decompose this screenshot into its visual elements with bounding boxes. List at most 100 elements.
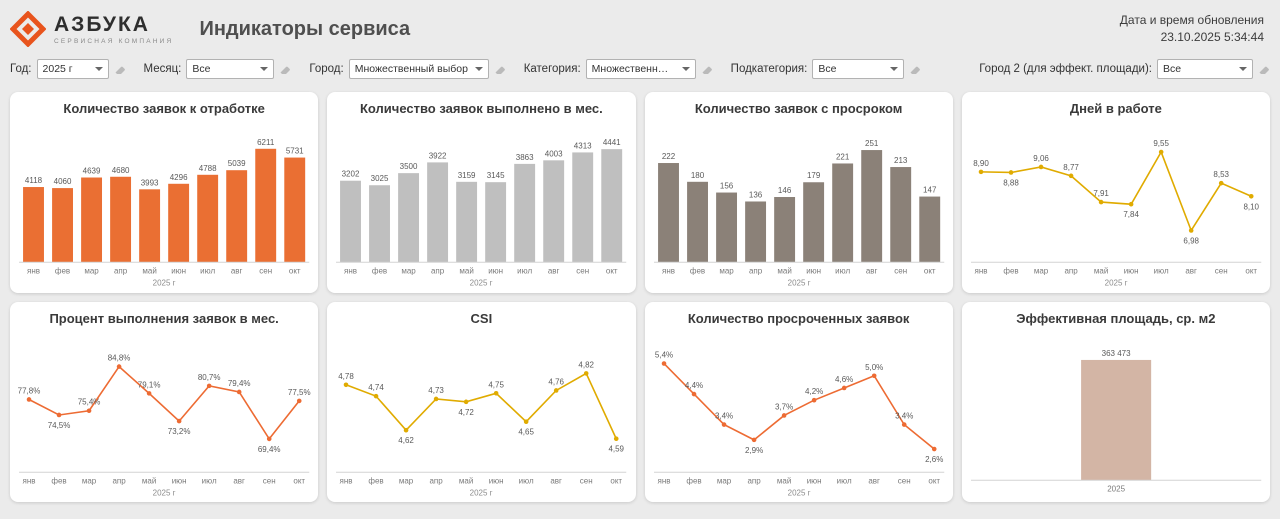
logo-icon: [10, 11, 46, 47]
line-chart[interactable]: 8,90 янв 8,88 фев 9,06 мар 8,77 апр 7,91 май 7,84 и…: [965, 118, 1267, 291]
chevron-down-icon: [1239, 67, 1247, 71]
svg-text:окт: окт: [289, 266, 301, 275]
svg-text:4,74: 4,74: [368, 383, 384, 392]
svg-text:май: май: [142, 266, 156, 275]
svg-text:янв: янв: [340, 476, 353, 485]
filter-year-value: 2025 г: [42, 63, 73, 75]
clear-filter-icon[interactable]: [279, 63, 291, 75]
svg-text:июн: июн: [171, 266, 186, 275]
filter-subcategory-label: Подкатегория:: [730, 63, 808, 75]
chevron-down-icon: [681, 67, 690, 71]
svg-text:8,10: 8,10: [1243, 202, 1259, 211]
filter-subcategory-dropdown[interactable]: Все: [812, 59, 905, 79]
svg-text:4,78: 4,78: [338, 371, 354, 380]
chevron-down-icon: [94, 67, 103, 71]
svg-text:мар: мар: [402, 266, 417, 275]
filter-city-dropdown[interactable]: Множественный выбор: [348, 59, 489, 79]
svg-text:авг: авг: [233, 476, 245, 485]
svg-text:146: 146: [777, 186, 791, 195]
svg-text:фев: фев: [55, 266, 70, 275]
clear-filter-icon[interactable]: [1258, 63, 1270, 75]
chart-overdue-requests: Количество заявок с просроком 222 янв 180 ф…: [644, 92, 953, 293]
svg-text:2025 г: 2025 г: [153, 278, 176, 287]
svg-text:3863: 3863: [516, 153, 534, 162]
svg-text:4,62: 4,62: [399, 436, 415, 445]
svg-text:84,8%: 84,8%: [108, 353, 131, 362]
chart-effective-area: Эффективная площадь, ср. м2 363 473 2025: [961, 301, 1270, 502]
bar-chart[interactable]: 4118 янв 4060 фев 4639 мар 4680 апр 3993 май 4296 и…: [13, 118, 315, 291]
svg-text:фев: фев: [686, 476, 701, 485]
svg-text:янв: янв: [27, 266, 40, 275]
svg-text:4,73: 4,73: [429, 385, 445, 394]
filter-city2-dropdown[interactable]: Все: [1157, 59, 1253, 79]
svg-text:8,53: 8,53: [1213, 170, 1229, 179]
clear-filter-icon[interactable]: [114, 63, 126, 75]
svg-text:222: 222: [661, 152, 675, 161]
svg-text:июл: июл: [519, 476, 534, 485]
svg-text:3500: 3500: [400, 162, 418, 171]
filter-month-dropdown[interactable]: Все: [186, 59, 275, 79]
line-chart[interactable]: 4,78 янв 4,74 фев 4,62 мар 4,73 апр 4,72 май 4,75 и…: [330, 328, 632, 501]
svg-text:180: 180: [690, 171, 704, 180]
svg-text:3159: 3159: [458, 171, 476, 180]
svg-text:156: 156: [719, 182, 733, 191]
update-label: Дата и время обновления: [1119, 12, 1264, 27]
chart-title: Количество заявок выполнено в мес.: [359, 101, 603, 116]
update-info: Дата и время обновления 23.10.2025 5:34:…: [1120, 12, 1264, 47]
bar-chart[interactable]: 363 473 2025: [965, 328, 1267, 501]
svg-text:окт: окт: [1245, 266, 1257, 275]
svg-text:3025: 3025: [371, 174, 389, 183]
svg-text:май: май: [460, 266, 474, 275]
svg-text:4,6%: 4,6%: [835, 374, 853, 383]
svg-text:авг: авг: [548, 266, 560, 275]
svg-text:2025 г: 2025 г: [787, 278, 810, 287]
svg-text:213: 213: [894, 156, 908, 165]
clear-filter-icon[interactable]: [494, 63, 506, 75]
svg-text:4,72: 4,72: [459, 407, 475, 416]
svg-text:май: май: [459, 476, 473, 485]
svg-text:янв: янв: [344, 266, 357, 275]
svg-text:апр: апр: [747, 476, 761, 485]
filter-city-label: Город:: [309, 63, 344, 75]
svg-text:авг: авг: [868, 476, 880, 485]
filter-city2-label: Город 2 (для эффект. площади):: [979, 63, 1152, 75]
svg-text:июл: июл: [202, 476, 217, 485]
svg-text:69,4%: 69,4%: [258, 444, 281, 453]
svg-text:сен: сен: [894, 266, 907, 275]
company-logo: АЗБУКА СЕРВИСНАЯ КОМПАНИЯ: [10, 11, 173, 47]
bar-chart[interactable]: 222 янв 180 фев 156 мар 136 апр 146 май 179 июн 221 и…: [648, 118, 950, 291]
svg-text:июл: июл: [517, 266, 532, 275]
svg-text:5,4%: 5,4%: [654, 350, 672, 359]
svg-text:363 473: 363 473: [1101, 348, 1130, 357]
svg-text:4118: 4118: [25, 176, 43, 185]
update-timestamp: 23.10.2025 5:34:44: [1160, 30, 1264, 44]
svg-text:авг: авг: [231, 266, 243, 275]
line-chart[interactable]: 5,4% янв 4,4% фев 3,4% мар 2,9% апр 3,7% май 4,2% и…: [648, 328, 950, 501]
svg-text:янв: янв: [662, 266, 675, 275]
svg-text:янв: янв: [974, 266, 987, 275]
svg-text:3145: 3145: [487, 171, 505, 180]
svg-text:сен: сен: [897, 476, 910, 485]
svg-text:апр: апр: [112, 476, 126, 485]
svg-text:9,55: 9,55: [1153, 139, 1169, 148]
chevron-down-icon: [890, 67, 899, 71]
filter-category-dropdown[interactable]: Множественный ...: [585, 59, 696, 79]
svg-text:янв: янв: [657, 476, 670, 485]
filter-year-label: Год:: [10, 63, 32, 75]
svg-text:июл: июл: [835, 266, 850, 275]
svg-text:4060: 4060: [54, 177, 72, 186]
svg-text:2025 г: 2025 г: [153, 488, 176, 497]
svg-text:3993: 3993: [141, 178, 159, 187]
svg-text:79,4%: 79,4%: [228, 378, 251, 387]
clear-filter-icon[interactable]: [909, 63, 921, 75]
svg-text:8,88: 8,88: [1003, 178, 1019, 187]
filter-year-dropdown[interactable]: 2025 г: [36, 59, 109, 79]
line-chart[interactable]: 77,8% янв 74,5% фев 75,4% мар 84,8% апр 79,1% май…: [13, 328, 315, 501]
bar-chart[interactable]: 3202 янв 3025 фев 3500 мар 3922 апр 3159 май 3145 и…: [330, 118, 632, 291]
svg-text:3202: 3202: [342, 170, 360, 179]
filter-subcategory-value: Все: [818, 63, 837, 75]
svg-text:79,1%: 79,1%: [138, 380, 161, 389]
clear-filter-icon[interactable]: [701, 63, 713, 75]
chart-days-in-work: Дней в работе 8,90 янв 8,88 фев 9,06 мар 8,77 а…: [961, 92, 1270, 293]
svg-text:4,82: 4,82: [579, 360, 595, 369]
